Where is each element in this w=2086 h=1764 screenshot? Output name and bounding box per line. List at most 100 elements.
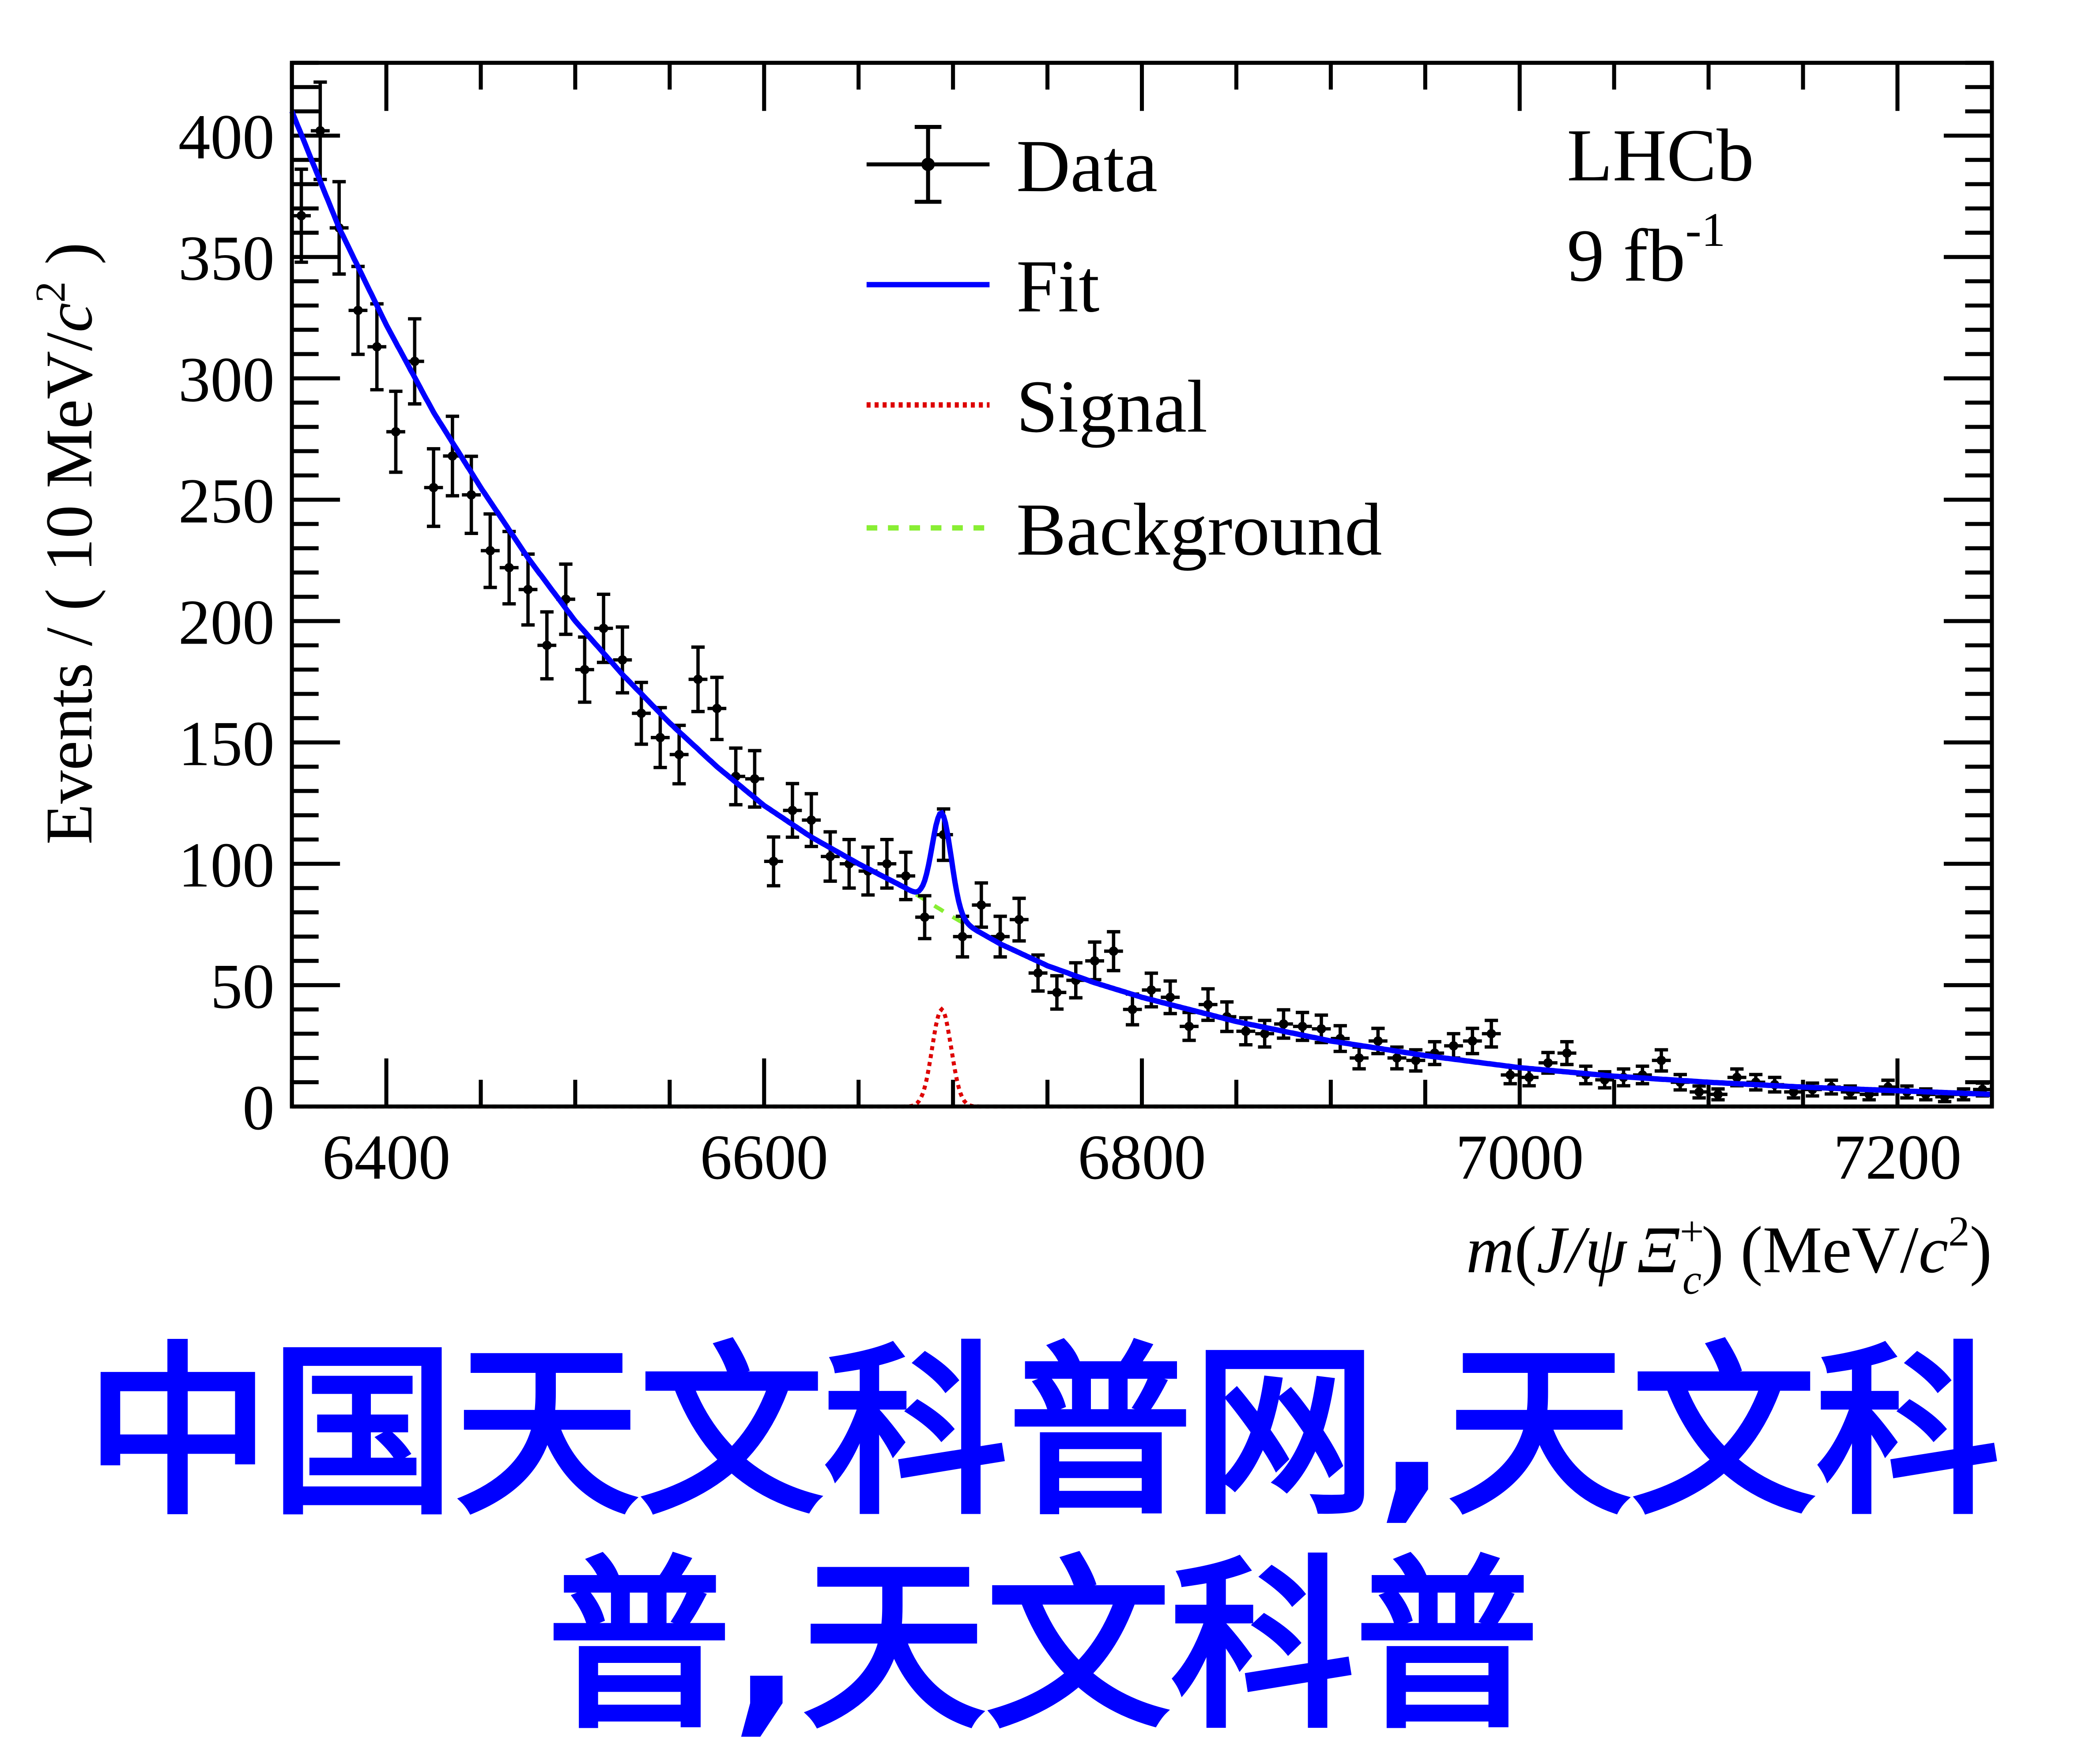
data-marker [1467,1036,1477,1046]
y-tick-label: 250 [178,466,275,536]
data-point [877,837,897,890]
data-marker [599,623,608,633]
data-marker [674,750,684,759]
legend-item-background: Background [866,488,1382,571]
x-tick-label: 6800 [1078,1122,1206,1193]
data-marker [788,806,797,815]
data-point [1312,1013,1331,1044]
data-point [1425,1040,1445,1067]
data-marker [467,490,476,500]
data-marker [1147,985,1156,995]
data-point [1709,1087,1728,1102]
legend: Data Fit Signal Background [866,124,1382,571]
data-marker [1373,1036,1383,1046]
data-point [1085,940,1104,982]
data-marker [1128,1005,1137,1014]
data-point [1180,1010,1199,1042]
data-points [289,80,1992,1104]
data-point [1557,1040,1577,1067]
y-tick-label: 300 [178,345,275,415]
data-marker [1505,1070,1515,1080]
data-point [991,914,1010,959]
data-point [367,302,387,392]
data-marker [372,342,382,352]
luminosity-label: 9 fb-1 [1567,203,1725,297]
data-marker [882,859,892,869]
axis-ticks [290,60,1994,1109]
data-marker [1316,1024,1326,1034]
data-marker [920,912,930,922]
y-tick-label: 200 [178,587,275,658]
data-marker [1524,1073,1534,1082]
data-marker [1656,1055,1666,1065]
data-point [443,415,462,498]
data-marker [1033,968,1043,978]
data-point [1161,979,1180,1015]
background-curve [290,110,1992,1097]
data-marker [977,900,986,910]
data-marker [1052,988,1062,997]
data-point [1104,930,1123,972]
data-marker [693,675,703,684]
data-point [575,635,594,704]
data-marker [353,305,363,315]
curves [290,110,1992,1109]
data-point [707,675,727,742]
data-point [1652,1048,1671,1073]
data-point [915,894,934,941]
fit-curve [289,110,1992,1097]
x-tick-label: 7200 [1833,1122,1962,1193]
legend-label-background: Background [1016,488,1382,571]
data-point [896,850,916,901]
plot-frame [290,60,1994,1109]
y-tick-label: 100 [178,830,275,901]
data-point [424,447,443,528]
data-marker [1241,1026,1251,1036]
data-point [1690,1084,1709,1100]
y-axis-label: Events / ( 10 MeV/c2 ) [27,242,106,844]
data-point [1198,987,1218,1022]
data-marker [1184,1021,1194,1031]
data-marker [542,641,552,650]
watermark-line-1: 中国天文科普网,天文科 [86,1326,2000,1541]
data-point [1350,1045,1369,1070]
legend-item-fit: Fit [866,245,1099,328]
data-marker [769,856,778,866]
x-tick-label: 7000 [1456,1122,1584,1193]
y-tick-label: 0 [242,1073,275,1143]
data-marker [1789,1087,1799,1097]
legend-label-fit: Fit [1016,245,1099,328]
legend-item-data: Data [866,124,1158,207]
data-marker [1392,1053,1402,1063]
data-point [1444,1032,1463,1060]
experiment-label: LHCb [1567,114,1754,197]
data-marker [410,356,419,366]
data-marker [1260,1029,1270,1039]
legend-label-signal: Signal [1016,365,1207,448]
data-point [1482,1018,1501,1049]
data-marker [901,871,911,881]
data-point [386,389,405,474]
data-marker [1298,1021,1307,1031]
data-marker [1090,956,1100,966]
data-point [953,914,972,959]
data-marker [580,665,589,675]
data-marker [618,655,627,665]
data-marker [807,815,816,825]
data-point [481,512,500,589]
data-marker [1354,1053,1364,1063]
data-marker [958,932,967,942]
data-point [1463,1026,1482,1055]
data-marker [655,733,665,743]
data-point [292,167,311,264]
data-point [972,881,991,929]
data-point [537,610,557,681]
data-marker [1014,915,1024,924]
data-marker [448,451,457,461]
data-marker [712,704,722,713]
data-point [1331,1024,1350,1053]
data-point [821,830,840,883]
data-point [688,645,708,713]
y-tick-label: 400 [178,102,275,173]
data-marker [750,774,760,784]
